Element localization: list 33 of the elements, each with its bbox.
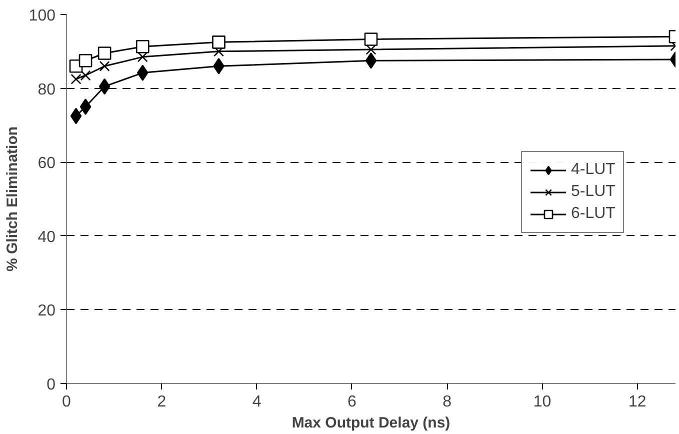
point bbox=[98, 78, 110, 95]
y-axis-title: % Glitch Elimination bbox=[4, 126, 21, 272]
y-tick-label: 60 bbox=[38, 155, 56, 172]
point bbox=[136, 64, 148, 81]
legend-label: 6-LUT bbox=[571, 205, 616, 223]
point bbox=[99, 60, 110, 72]
x-tick-label: 10 bbox=[533, 394, 552, 410]
x-tick-label: 4 bbox=[252, 394, 262, 410]
y-tick-label: 20 bbox=[38, 302, 56, 320]
point bbox=[136, 40, 150, 54]
point bbox=[212, 36, 226, 49]
point bbox=[365, 52, 377, 69]
legend-label: 4-LUT bbox=[571, 161, 616, 179]
y-tick-label: 40 bbox=[38, 228, 56, 246]
x-tick-label: 2 bbox=[157, 394, 166, 410]
y-tick-label: 0 bbox=[46, 376, 56, 394]
point bbox=[364, 32, 378, 46]
y-tick-label: 100 bbox=[28, 8, 56, 24]
x-tick-label: 6 bbox=[348, 394, 357, 410]
point bbox=[80, 98, 92, 115]
x-tick-label: 8 bbox=[442, 394, 452, 410]
point bbox=[70, 74, 82, 84]
point bbox=[80, 70, 91, 81]
point bbox=[98, 46, 112, 60]
point bbox=[70, 108, 82, 124]
point bbox=[366, 44, 376, 55]
y-tick-label: 80 bbox=[38, 81, 56, 98]
x-axis-title: Max Output Delay (ns) bbox=[292, 414, 450, 432]
x-tick-label: 12 bbox=[628, 394, 646, 410]
x-tick-label: 0 bbox=[62, 394, 72, 410]
point bbox=[137, 52, 148, 62]
point bbox=[78, 54, 92, 68]
legend-label: 5-LUT bbox=[571, 183, 616, 201]
